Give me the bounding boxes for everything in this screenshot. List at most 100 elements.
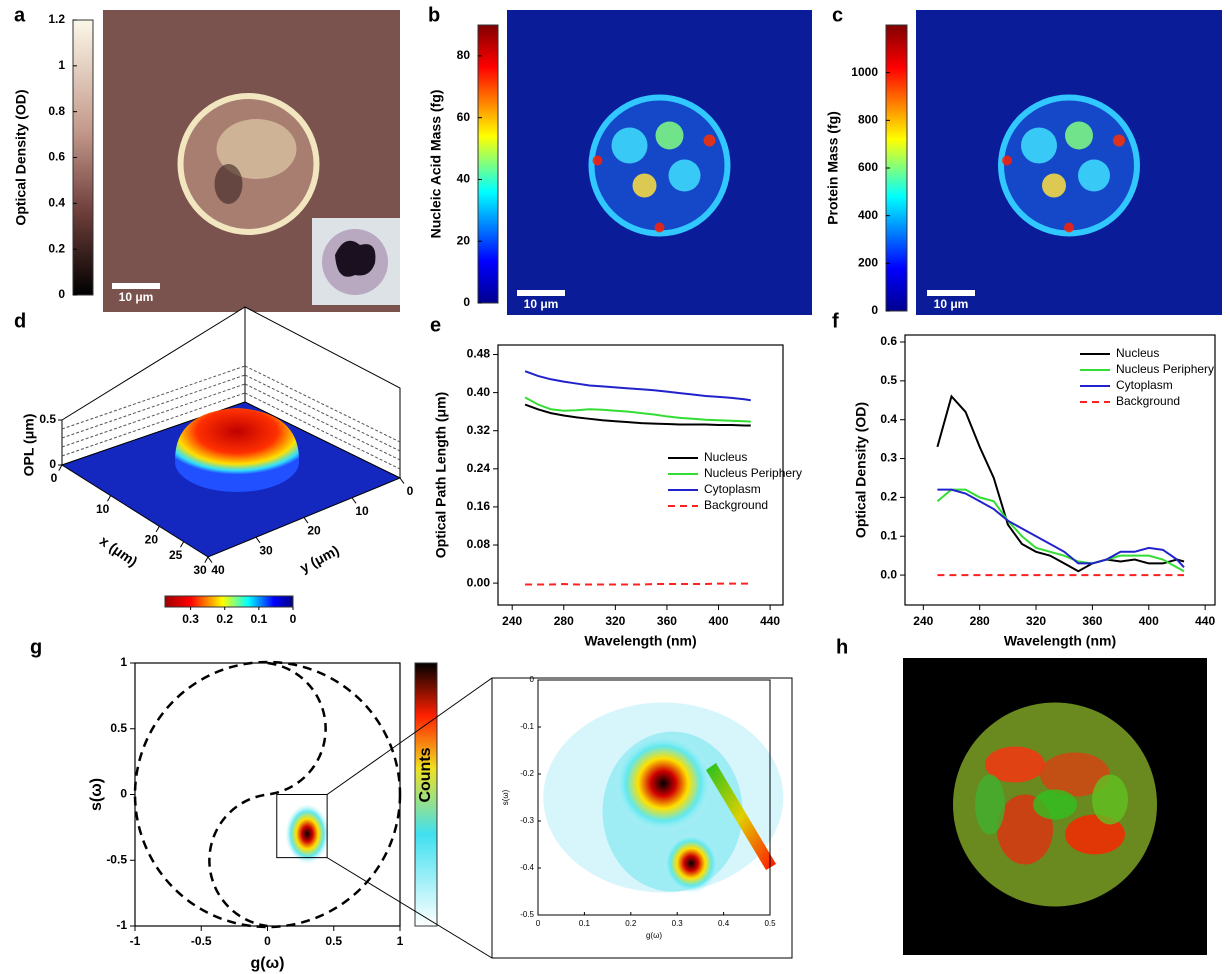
decoration	[1001, 98, 1137, 234]
decoration	[1078, 160, 1110, 192]
colorbar-label: Counts	[417, 747, 434, 802]
colorbar-tick-label: 600	[858, 160, 878, 174]
y-tick	[256, 537, 260, 543]
y-axis-label: s(ω)	[88, 778, 105, 811]
decoration	[1033, 790, 1077, 820]
colorbar-tick-label: 60	[457, 110, 471, 124]
legend-label: Cytoplasm	[1116, 378, 1173, 392]
series-line	[937, 396, 1184, 571]
y-tick-label: -0.1	[520, 722, 534, 731]
colorbar-tick-label: 0.6	[48, 150, 65, 164]
decoration	[655, 223, 665, 233]
y-tick-label: 20	[307, 524, 321, 538]
x-tick-label: 0	[536, 919, 541, 928]
series-line	[525, 405, 751, 426]
panel-label: f	[832, 310, 839, 332]
y-tick-label: 0	[407, 484, 414, 498]
colorbar-tick-label: 1000	[851, 65, 878, 79]
x-tick-label: 0.1	[579, 919, 591, 928]
colorbar-tick-label: 80	[457, 48, 471, 62]
y-axis-label: y (μm)	[297, 542, 342, 576]
y-tick-label: 0.4	[880, 412, 897, 426]
x-tick-label: 0.2	[625, 919, 637, 928]
decoration	[335, 241, 375, 277]
scale-bar-label: 10 μm	[524, 297, 559, 311]
decoration	[1042, 174, 1066, 198]
y-tick-label: 0	[530, 675, 535, 684]
x-tick-label: 30	[193, 563, 207, 577]
x-axis-label: Wavelength (nm)	[1004, 633, 1116, 649]
y-tick-label: 0.0	[880, 567, 897, 581]
decoration	[1002, 156, 1012, 166]
x-tick-label: 0.5	[764, 919, 776, 928]
x-axis-label: x (μm)	[97, 532, 141, 569]
decoration	[135, 662, 400, 927]
y-tick-label: 0.5	[880, 373, 897, 387]
x-tick	[107, 496, 110, 502]
z-tick-label: 0.5	[39, 412, 56, 426]
colorbar-tick-label: 1.2	[48, 12, 65, 26]
series-line	[525, 397, 751, 421]
x-tick-label: 0	[51, 471, 58, 485]
decoration	[633, 174, 657, 198]
y-tick-label: 30	[259, 543, 273, 557]
x-tick-label: 320	[605, 614, 625, 628]
decoration	[656, 122, 684, 150]
x-tick-label: 240	[913, 614, 933, 628]
x-tick-label: 1	[397, 934, 404, 948]
decoration	[1065, 122, 1093, 150]
y-axis-label: Optical Path Length (μm)	[433, 392, 449, 558]
y-tick-label: -0.3	[520, 816, 534, 825]
decoration	[975, 775, 1005, 835]
y-tick-label: 0.40	[467, 385, 491, 399]
y-tick-label: 0.32	[467, 423, 491, 437]
x-tick-label: 400	[1139, 614, 1159, 628]
colorbar-tick-label: 0.2	[48, 241, 65, 255]
y-tick-label: 0.5	[110, 721, 127, 735]
decoration	[215, 164, 243, 204]
decoration	[327, 678, 492, 795]
y-tick-label: -0.5	[520, 910, 534, 919]
y-tick-label: 0.48	[467, 347, 491, 361]
x-tick	[205, 557, 208, 563]
x-tick-label: 440	[1195, 614, 1215, 628]
colorbar-tick-label: 0.2	[216, 612, 233, 626]
y-tick-label: -0.4	[520, 863, 534, 872]
panel-label: e	[430, 314, 441, 336]
y-tick-label: 0.00	[467, 575, 491, 589]
x-tick-label: 440	[760, 614, 780, 628]
colorbar-label: Protein Mass (fg)	[825, 111, 841, 225]
panel-label: b	[428, 4, 440, 26]
x-tick-label: 360	[1082, 614, 1102, 628]
x-tick-label: 0.4	[718, 919, 730, 928]
scale-bar	[927, 290, 975, 296]
y-tick	[208, 557, 212, 563]
y-tick-label: 10	[355, 504, 369, 518]
legend-label: Nucleus Periphery	[704, 466, 802, 480]
x-tick-label: 0.5	[325, 934, 342, 948]
scale-bar	[112, 283, 160, 289]
x-tick-label: 20	[145, 533, 159, 547]
y-tick	[304, 518, 308, 524]
x-tick-label: 240	[502, 614, 522, 628]
colorbar-label: Nucleic Acid Mass (fg)	[428, 90, 444, 239]
y-tick-label: 0.2	[880, 490, 897, 504]
decoration	[1021, 128, 1057, 164]
y-tick	[400, 478, 404, 484]
scale-bar	[517, 290, 565, 296]
colorbar-tick-label: 200	[858, 256, 878, 270]
panel-label: h	[836, 636, 848, 658]
panel-label: g	[30, 636, 42, 658]
x-axis-label: Wavelength (nm)	[584, 633, 696, 649]
x-tick-label: -1	[130, 934, 141, 948]
x-axis-label: g(ω)	[646, 931, 662, 940]
x-tick-label: 320	[1026, 614, 1046, 628]
y-axis-label: s(ω)	[501, 789, 510, 805]
colorbar-tick-label: 40	[457, 172, 471, 186]
colorbar-tick-label: 0	[463, 295, 470, 309]
series-line	[525, 371, 751, 400]
colorbar-tick-label: 20	[457, 233, 471, 247]
x-tick-label: 360	[657, 614, 677, 628]
y-tick-label: -0.5	[106, 852, 127, 866]
x-tick-label: -0.5	[191, 934, 212, 948]
